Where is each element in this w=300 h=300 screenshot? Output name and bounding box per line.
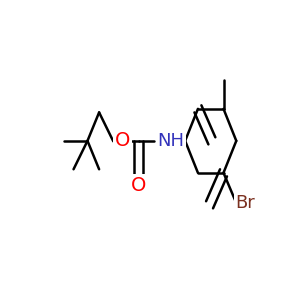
Text: NH: NH (158, 132, 185, 150)
Text: O: O (115, 131, 130, 150)
Text: Br: Br (236, 194, 256, 212)
Text: O: O (131, 176, 146, 195)
